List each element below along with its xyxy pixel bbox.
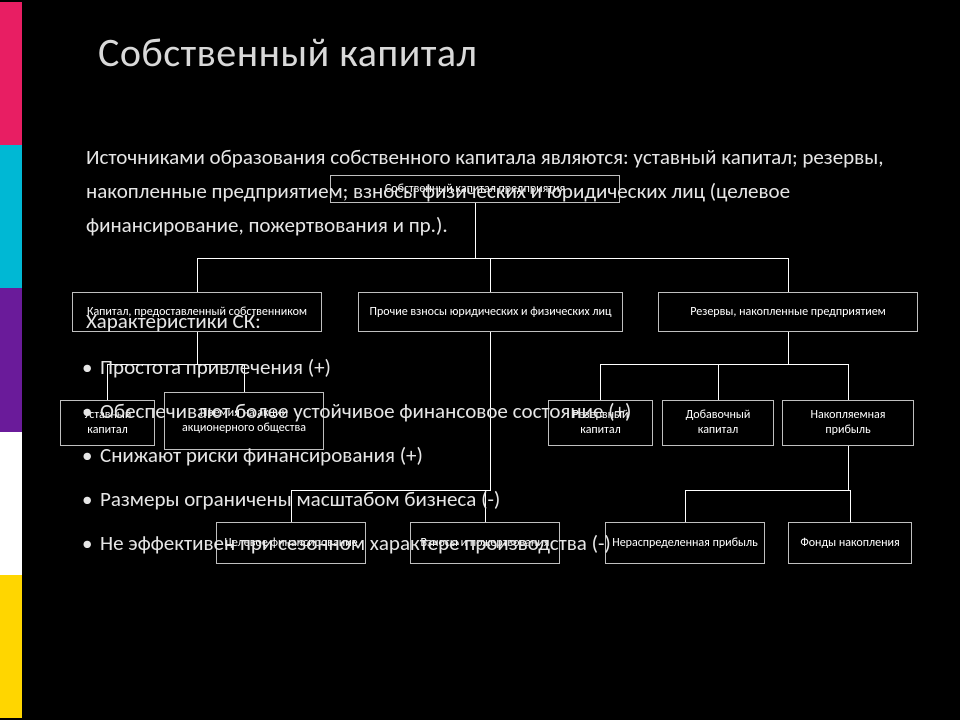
accent-stripe — [0, 145, 22, 288]
node-b4: Добавочный капитал — [662, 400, 774, 446]
bullet-item: Обеспечивают более устойчивое финансовое… — [100, 398, 631, 424]
bullet-marker: • — [82, 530, 92, 556]
connector — [197, 258, 198, 292]
node-c4: Фонды накопления — [788, 522, 912, 564]
connector — [850, 490, 851, 522]
slide-title: Собственный капитал — [98, 28, 477, 77]
connector — [685, 490, 686, 522]
bullet-marker: • — [82, 354, 92, 380]
accent-stripe — [0, 2, 22, 145]
connector — [197, 258, 789, 259]
bullet-item: Простота привлечения (+) — [100, 354, 331, 380]
bullet-item: Размеры ограничены масштабом бизнеса (-) — [100, 486, 500, 512]
slide-stage: Собственный капитал Собственный капитал … — [0, 0, 960, 720]
node-a3: Резервы, накопленные предприятием — [658, 292, 918, 332]
bullet-marker: • — [82, 442, 92, 468]
accent-stripe — [0, 288, 22, 431]
accent-bar — [0, 2, 22, 718]
connector — [600, 364, 849, 365]
node-c3: Нераспределенная прибыль — [605, 522, 765, 564]
connector — [718, 364, 719, 400]
connector — [685, 490, 851, 491]
bullet-marker: • — [82, 486, 92, 512]
accent-stripe — [0, 432, 22, 575]
connector — [600, 364, 601, 400]
connector — [490, 258, 491, 292]
connector — [848, 364, 849, 400]
bullet-item: Снижают риски финансирования (+) — [100, 442, 423, 468]
body-subheading: Характеристики СК: — [86, 308, 261, 334]
accent-stripe — [0, 575, 22, 718]
bullet-marker: • — [82, 398, 92, 424]
connector — [848, 446, 849, 490]
body-paragraph: Источниками образования собственного кап… — [86, 140, 906, 242]
node-b5: Накопляемная прибыль — [782, 400, 914, 446]
bullet-item: Не эффективен при сезонном характере про… — [100, 530, 611, 556]
connector — [788, 258, 789, 292]
connector — [788, 332, 789, 364]
node-a2: Прочие взносы юридических и физических л… — [358, 292, 623, 332]
